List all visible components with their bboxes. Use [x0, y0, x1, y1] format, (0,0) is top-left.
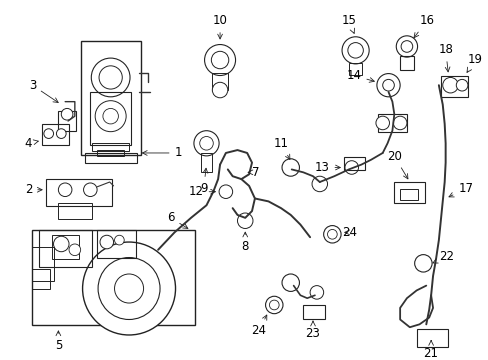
- Bar: [58, 203, 92, 219]
- Text: 12: 12: [188, 185, 215, 198]
- Text: 11: 11: [273, 137, 289, 159]
- Circle shape: [327, 229, 337, 239]
- Circle shape: [219, 185, 232, 198]
- Bar: [42, 124, 69, 145]
- Text: 22: 22: [432, 250, 453, 263]
- Circle shape: [99, 66, 122, 89]
- Circle shape: [69, 244, 81, 256]
- Bar: [393, 182, 425, 203]
- Circle shape: [309, 285, 323, 299]
- Bar: [440, 76, 467, 97]
- Bar: [377, 114, 406, 132]
- Text: 23: 23: [305, 321, 320, 340]
- Text: 8: 8: [241, 232, 248, 253]
- Bar: [212, 73, 227, 90]
- Circle shape: [102, 108, 118, 124]
- Circle shape: [100, 235, 113, 249]
- Text: 5: 5: [55, 331, 62, 352]
- Bar: [97, 150, 124, 156]
- Circle shape: [61, 108, 73, 120]
- Circle shape: [114, 235, 124, 245]
- Circle shape: [375, 116, 389, 130]
- Bar: [32, 247, 53, 281]
- Bar: [303, 305, 324, 319]
- Circle shape: [392, 116, 406, 130]
- Bar: [348, 63, 362, 75]
- Circle shape: [395, 36, 417, 57]
- Text: 4: 4: [25, 137, 38, 150]
- Bar: [399, 56, 413, 70]
- Circle shape: [237, 213, 252, 229]
- Circle shape: [311, 176, 327, 192]
- Circle shape: [58, 183, 72, 197]
- Text: 6: 6: [167, 211, 187, 229]
- Text: 20: 20: [386, 150, 407, 179]
- Circle shape: [455, 80, 467, 91]
- Bar: [58, 111, 76, 131]
- Circle shape: [44, 129, 53, 139]
- Circle shape: [204, 45, 235, 76]
- Circle shape: [382, 80, 393, 91]
- Bar: [32, 230, 195, 325]
- Text: 17: 17: [448, 182, 472, 197]
- Text: 2: 2: [25, 183, 42, 196]
- Text: 24: 24: [341, 226, 356, 239]
- Circle shape: [414, 255, 431, 272]
- Circle shape: [282, 274, 299, 291]
- Circle shape: [95, 101, 126, 132]
- Bar: [84, 153, 137, 163]
- Circle shape: [194, 131, 219, 156]
- Circle shape: [91, 58, 130, 97]
- Circle shape: [344, 161, 358, 174]
- Text: 10: 10: [212, 14, 227, 39]
- Circle shape: [212, 82, 227, 98]
- Bar: [97, 230, 136, 257]
- Circle shape: [53, 236, 69, 252]
- Bar: [92, 143, 129, 151]
- Text: 24: 24: [251, 315, 266, 337]
- Circle shape: [83, 183, 97, 197]
- Bar: [46, 179, 111, 206]
- Bar: [81, 41, 141, 155]
- Circle shape: [56, 129, 66, 139]
- Text: 16: 16: [413, 14, 434, 38]
- Bar: [32, 269, 50, 288]
- Text: 19: 19: [466, 53, 482, 72]
- Circle shape: [82, 242, 175, 335]
- Circle shape: [199, 136, 213, 150]
- Text: 18: 18: [437, 43, 452, 72]
- Bar: [90, 92, 131, 145]
- Bar: [343, 157, 365, 170]
- Circle shape: [282, 159, 299, 176]
- Bar: [52, 235, 79, 260]
- Circle shape: [341, 37, 368, 64]
- Circle shape: [400, 41, 412, 52]
- Bar: [200, 153, 212, 172]
- Circle shape: [265, 296, 283, 314]
- Text: 14: 14: [346, 69, 373, 82]
- Circle shape: [269, 300, 279, 310]
- Circle shape: [347, 42, 363, 58]
- Circle shape: [114, 274, 143, 303]
- Circle shape: [376, 73, 399, 97]
- Circle shape: [323, 226, 341, 243]
- Text: 7: 7: [247, 166, 259, 179]
- Circle shape: [98, 257, 160, 319]
- Bar: [39, 230, 92, 267]
- Bar: [416, 329, 447, 347]
- Circle shape: [442, 77, 457, 93]
- Text: 15: 15: [341, 14, 356, 33]
- Text: 1: 1: [142, 147, 182, 159]
- Text: 21: 21: [423, 341, 438, 360]
- Text: 3: 3: [29, 79, 58, 103]
- Bar: [399, 189, 417, 201]
- Circle shape: [211, 51, 228, 69]
- Text: 13: 13: [314, 161, 340, 174]
- Text: 9: 9: [200, 168, 207, 195]
